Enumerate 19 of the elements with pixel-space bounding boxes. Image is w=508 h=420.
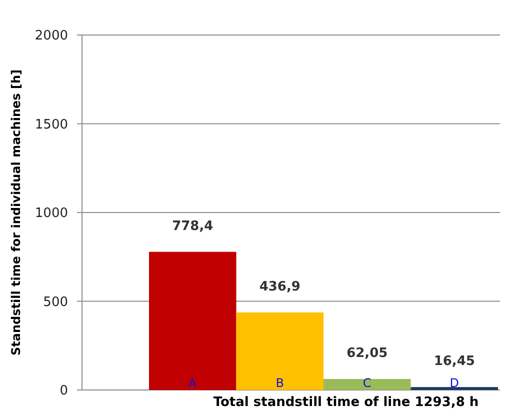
data-label: 62,05 — [346, 346, 388, 361]
y-axis-title: Standstill time for individual machines [h] — [9, 70, 23, 356]
x-axis-title: Total standstill time of line 1293,8 h — [213, 395, 479, 410]
data-label: 436,9 — [259, 279, 300, 294]
bar — [410, 387, 498, 390]
y-tick-label: 1000 — [34, 206, 68, 222]
x-tick-label: B — [276, 376, 284, 390]
data-label: 778,4 — [172, 218, 214, 234]
x-tick-label: A — [188, 376, 198, 390]
y-tick-label: 0 — [60, 384, 68, 399]
data-label: 16,45 — [434, 354, 475, 370]
y-tick-label: 500 — [43, 294, 68, 310]
x-tick-label: D — [450, 376, 459, 390]
bar — [236, 312, 324, 390]
bar — [149, 252, 236, 390]
bar — [324, 378, 411, 390]
y-tick-label: 2000 — [34, 28, 68, 44]
y-tick-label: 1500 — [34, 117, 68, 132]
x-tick-label: C — [362, 376, 372, 390]
